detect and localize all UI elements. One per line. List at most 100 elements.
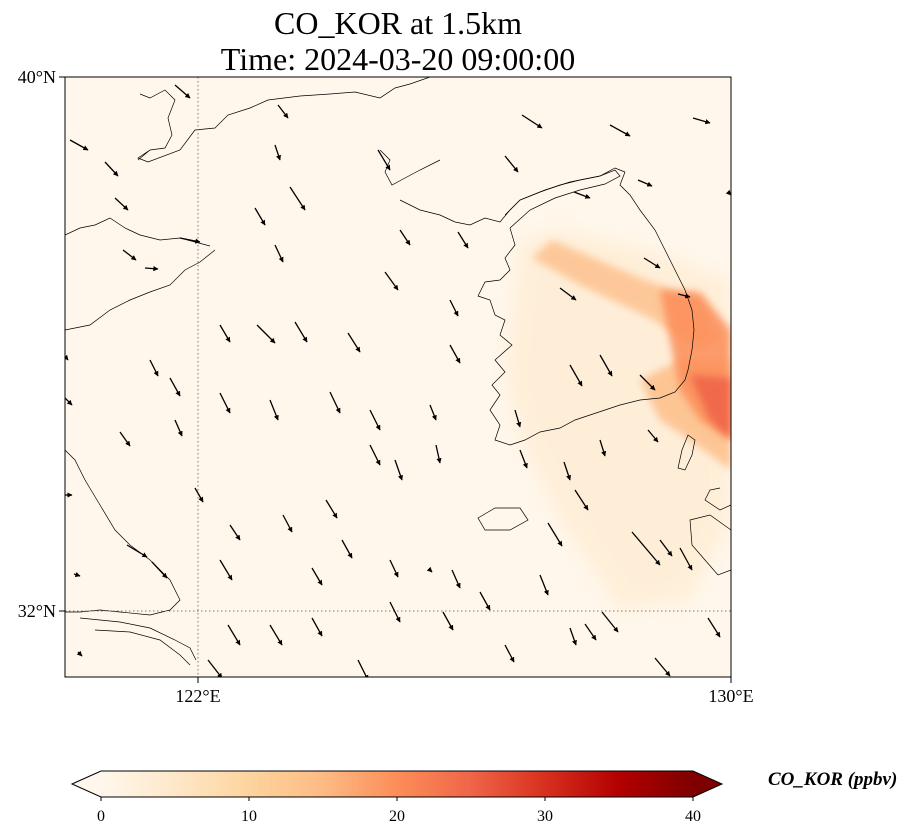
wind-arrow: [569, 364, 583, 387]
wind-arrow: [151, 561, 168, 579]
map-subtitle-time: Time: 2024-03-20 09:00:00: [220, 41, 576, 77]
wind-arrow: [451, 569, 461, 589]
coastline-china-east: [65, 449, 181, 616]
coastlines: [65, 77, 731, 666]
wind-arrow: [254, 207, 266, 226]
wind-arrow: [369, 444, 381, 466]
wind-arrow: [547, 522, 563, 547]
wind-arrow: [435, 444, 442, 464]
wind-arrow: [256, 324, 276, 344]
wind-arrow: [504, 155, 519, 173]
wind-arrow: [639, 374, 656, 391]
coastline-jeju: [477, 507, 529, 531]
wind-arrow: [282, 514, 293, 533]
wind-arrow: [104, 161, 119, 177]
wind-arrow: [389, 559, 399, 578]
wind-arrow: [514, 409, 522, 428]
axis-ticks: [59, 76, 732, 683]
coastline-tsushima: [677, 434, 696, 471]
wind-arrow: [442, 611, 454, 631]
wind-arrow: [599, 354, 613, 377]
wind-arrow: [122, 249, 137, 261]
wind-arrow: [341, 539, 353, 559]
colorbar-gradient: [101, 771, 693, 797]
colorbar-title: CO_KOR (ppbv): [768, 769, 898, 790]
wind-arrow: [179, 237, 201, 244]
wind-arrow: [479, 591, 491, 611]
wind-arrow: [76, 650, 83, 657]
co-concentration-field: [505, 230, 731, 610]
wind-arrow: [289, 186, 306, 211]
cbar-label-0: 0: [97, 808, 105, 825]
coastline-korea-east: [619, 171, 695, 381]
wind-arrow: [659, 539, 673, 557]
wind-arrow: [637, 179, 653, 187]
wind-arrow: [169, 377, 181, 397]
cbar-label-30: 30: [537, 808, 553, 825]
wind-arrow: [457, 231, 469, 249]
gridlines: [65, 77, 731, 677]
wind-arrow: [679, 547, 693, 571]
wind-arrow: [643, 257, 661, 269]
wind-arrow: [384, 271, 399, 291]
wind-arrow: [219, 392, 231, 414]
cbar-label-10: 10: [241, 808, 257, 825]
wind-arrow: [144, 266, 159, 272]
wind-arrow: [311, 617, 323, 637]
wind-arrow: [269, 624, 283, 646]
wind-arrow: [219, 559, 233, 581]
wind-arrow: [174, 419, 183, 437]
wind-arrow: [631, 531, 661, 566]
map-frame: [64, 76, 732, 678]
wind-arrow: [73, 572, 81, 577]
wind-arrow: [229, 524, 241, 541]
wind-arrow: [227, 624, 241, 646]
wind-arrow: [194, 487, 204, 503]
wind-arrow: [389, 601, 401, 623]
wind-arrow: [429, 404, 437, 421]
wind-arrow: [574, 489, 589, 511]
wind-arrow: [65, 354, 69, 361]
wind-arrow: [274, 144, 281, 161]
coastline-japan: [689, 487, 731, 576]
coastline-yangtze: [79, 617, 197, 666]
wind-arrow: [521, 114, 543, 129]
lat-label-40N: 40°N: [18, 67, 56, 87]
wind-arrow: [599, 439, 607, 457]
wind-arrow: [449, 299, 459, 317]
wind-arrow: [294, 321, 308, 343]
plume-hotspot: [690, 375, 731, 440]
colorbar: 0 10 20 30 40: [70, 770, 724, 825]
lon-label-130E: 130°E: [708, 686, 753, 706]
wind-arrow: [539, 574, 549, 596]
wind-arrow: [69, 139, 89, 151]
wind-arrow: [311, 567, 323, 586]
colorbar-extend-max: [693, 771, 722, 797]
wind-arrow: [677, 293, 691, 299]
wind-arrow: [207, 659, 223, 677]
wind-arrow: [114, 197, 129, 211]
wind-arrow: [609, 124, 631, 137]
wind-arrow: [707, 617, 721, 638]
map-title: CO_KOR at 1.5km: [274, 5, 522, 41]
coastline-korea-west: [477, 227, 516, 446]
wind-arrow: [377, 149, 391, 171]
wind-arrow: [584, 623, 597, 641]
wind-vector-field: [65, 84, 731, 677]
border-china-korea: [504, 169, 621, 229]
wind-arrow: [347, 332, 361, 353]
colorbar-extend-min: [72, 771, 101, 797]
wind-arrow: [569, 627, 577, 646]
coastline-korea-south: [509, 379, 686, 446]
wind-arrow: [277, 104, 289, 119]
wind-arrow: [449, 344, 461, 364]
wind-arrow: [559, 287, 577, 301]
wind-arrow: [329, 391, 341, 414]
cbar-label-40: 40: [685, 808, 701, 825]
wind-arrow: [325, 499, 338, 519]
wind-arrow: [654, 657, 671, 677]
wind-arrow: [563, 461, 571, 481]
wind-arrow: [369, 409, 381, 431]
wind-arrow: [399, 229, 411, 246]
